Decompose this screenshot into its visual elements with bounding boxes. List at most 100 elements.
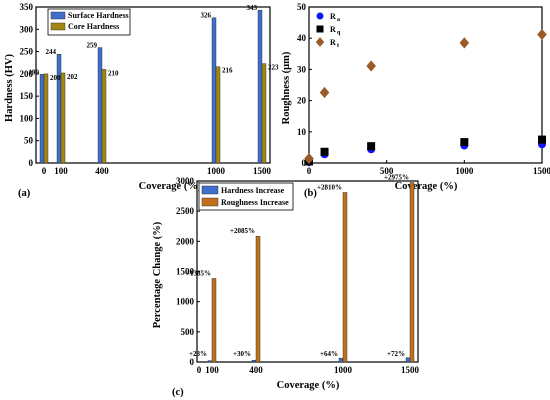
panel-a-xtick-label: 0 [42, 166, 47, 176]
panel-c-bar-roughness [211, 278, 217, 363]
panel-b-point-rt [304, 153, 314, 165]
panel-c-ytick-label: 2500 [176, 206, 195, 216]
panel-c-ytick-label: 500 [181, 327, 195, 337]
panel-a-legend-swatch [50, 22, 66, 31]
panel-a-xtick-label: 1000 [207, 166, 226, 176]
panel-b-point-rq [367, 142, 376, 151]
panel-b-point-rt [459, 37, 470, 49]
panel-c-xtick-label: 100 [205, 365, 219, 375]
panel-c-data-label: +72% [387, 350, 405, 358]
panel-b-xlabel: Coverage (%) [395, 181, 458, 192]
panel-a-ytick-label: 0 [29, 158, 34, 168]
panel-c-label: (c) [172, 387, 184, 398]
panel-a-data-label: 223 [268, 64, 279, 72]
panel-c-legend-swatch [201, 197, 219, 207]
panel-b-xtick-label: 1500 [533, 166, 550, 176]
panel-a-xtick-label: 100 [54, 166, 68, 176]
panel-b-point-rt [319, 86, 330, 99]
panel-c-bar-hardness [207, 360, 213, 363]
panel-b-legend-entry: R [330, 38, 336, 47]
panel-a-data-label: 343 [247, 4, 258, 12]
panel-a-bar-surface [257, 9, 263, 164]
panel-b-ytick-label: 0 [302, 158, 307, 168]
panel-b-ytick-label: 10 [297, 127, 307, 137]
panel-a-xtick-label: 400 [95, 166, 109, 176]
panel-b-legend-subscript: t [337, 43, 339, 49]
panel-b-point-rt [537, 28, 547, 41]
panel-c-bar-roughness [342, 192, 348, 363]
panel-c-data-label: +64% [320, 350, 338, 358]
panel-a-ytick-label: 350 [20, 2, 34, 12]
panel-b-legend-entry: R [330, 25, 336, 34]
panel-c-legend-swatch [201, 185, 219, 195]
panel-a-ytick-label: 200 [20, 69, 34, 79]
panel-b-legend-subscript: q [337, 30, 341, 36]
panel-c-data-label: +2810% [317, 183, 342, 191]
panel-b-point-rt [366, 60, 376, 72]
panel-b-point-rq [316, 25, 324, 33]
panel-a-xtick-label: 1500 [253, 166, 272, 176]
panel-a-data-label: 216 [222, 67, 233, 75]
panel-c-bar-roughness [255, 236, 261, 363]
panel-b-ylabel: Roughness (μm) [281, 51, 292, 124]
panel-a-bar-core [60, 72, 66, 164]
panel-b-point-rt [315, 37, 325, 47]
panel-a-data-label: 199 [29, 68, 40, 76]
panel-a-legend-entry: Core Hardness [68, 22, 119, 31]
panel-c-ytick-label: 2000 [176, 236, 195, 246]
panel-b-ytick-label: 30 [297, 64, 307, 74]
panel-a-bar-core [261, 63, 267, 164]
panel-a-ylabel: Hardness (HV) [4, 54, 15, 122]
panel-b-point-rq [320, 147, 329, 156]
panel-b-point-rq [460, 138, 469, 147]
panel-c-bar-hardness [405, 357, 411, 363]
panel-b-xtick-label: 0 [307, 166, 312, 176]
panel-b-xtick-label: 1000 [455, 166, 474, 176]
panel-a-data-label: 244 [46, 48, 57, 56]
panel-a-bar-surface [56, 54, 62, 164]
panel-c-percentage-chart: (c) Coverage (%) Percentage Change (%) 0… [152, 174, 420, 398]
panel-a-label: (a) [18, 188, 31, 199]
panel-a-data-label: 326 [201, 12, 212, 20]
panel-c-data-label: +30% [233, 350, 251, 358]
panel-c-xtick-label: 1500 [401, 365, 420, 375]
panel-a-data-label: 259 [87, 42, 98, 50]
panel-a-ytick-label: 100 [20, 113, 34, 123]
panel-c-xtick-label: 400 [249, 365, 263, 375]
panel-a-bar-core [101, 69, 107, 164]
panel-c-bar-roughness [409, 182, 415, 363]
panel-a-ytick-label: 300 [20, 24, 34, 34]
panel-a-bar-surface [39, 74, 45, 164]
panel-a-data-label: 210 [108, 69, 119, 77]
panel-c-data-label: +1385% [186, 269, 211, 277]
panel-b-ytick-label: 40 [297, 33, 307, 43]
panel-c-data-label: +23% [189, 350, 207, 358]
panel-a-plot-frame [35, 6, 271, 164]
panel-c-ylabel: Percentage Change (%) [152, 221, 163, 328]
panel-a-data-label: 202 [67, 73, 78, 81]
panel-b-plot-frame [308, 6, 543, 164]
panel-c-bar-hardness [338, 357, 344, 363]
panel-a-legend-swatch [50, 11, 66, 20]
panel-c-legend-entry: Roughness Increase [221, 198, 289, 207]
panel-b-ytick-label: 50 [297, 2, 307, 12]
panel-a-bar-surface [97, 47, 103, 164]
panel-b-point-ra [316, 12, 324, 20]
panel-a-bar-core [43, 73, 49, 164]
panel-c-ytick-label: 3000 [176, 176, 195, 186]
panel-a-hardness-chart: (a) Coverage (%) Hardness (HV) 0 50 100 150… [4, 2, 279, 199]
panel-a-ytick-label: 250 [20, 47, 34, 57]
panel-a-bar-surface [211, 17, 217, 164]
panel-b-ytick-label: 20 [297, 96, 307, 106]
panel-a-legend: Surface Hardness Core Hardness [47, 8, 131, 36]
panel-c-legend-entry: Hardness Increase [221, 186, 285, 195]
panel-c-ytick-label: 1000 [176, 297, 195, 307]
panel-c-ytick-label: 0 [190, 357, 195, 367]
panel-c-xtick-label: 0 [197, 365, 202, 375]
panel-b-legend-subscript: a [337, 17, 340, 23]
panel-a-legend-entry: Surface Hardness [68, 11, 129, 20]
panel-a-bar-core [215, 66, 221, 164]
panel-c-bar-hardness [251, 359, 257, 363]
